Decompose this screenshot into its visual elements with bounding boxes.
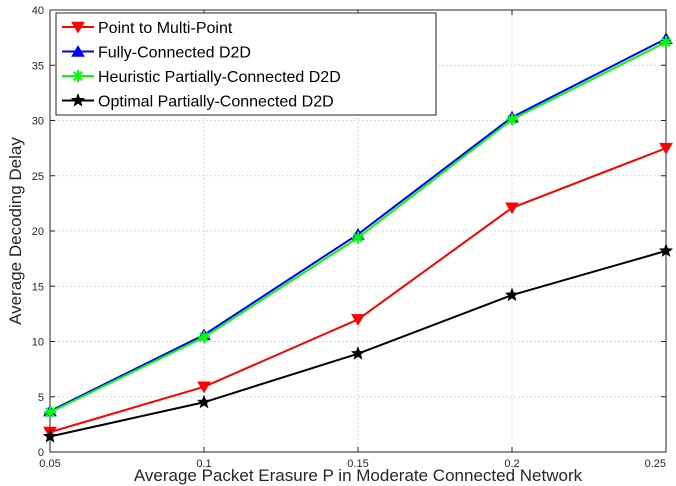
x-tick-label: 0.25 bbox=[645, 458, 666, 470]
series-3 bbox=[44, 36, 672, 419]
y-tick-label: 15 bbox=[32, 281, 44, 293]
legend-entry: Optimal Partially-Connected D2D bbox=[62, 92, 334, 111]
legend-marker bbox=[71, 45, 85, 57]
data-point bbox=[658, 243, 674, 258]
data-point bbox=[506, 113, 518, 126]
legend-marker bbox=[71, 21, 85, 34]
data-point bbox=[44, 406, 56, 419]
y-tick-label: 35 bbox=[32, 60, 44, 72]
legend-entry: Point to Multi-Point bbox=[62, 20, 233, 37]
legend-entry: Fully-Connected D2D bbox=[62, 45, 251, 62]
legend-label: Fully-Connected D2D bbox=[98, 45, 251, 62]
data-point bbox=[659, 142, 673, 155]
data-point bbox=[505, 202, 519, 215]
series-4 bbox=[42, 243, 674, 443]
legend-box bbox=[55, 12, 437, 116]
data-point bbox=[660, 36, 672, 49]
series-1 bbox=[43, 142, 673, 439]
y-tick-label: 30 bbox=[32, 116, 44, 128]
y-axis-label: Average Decoding Delay bbox=[6, 137, 25, 325]
series-layer bbox=[42, 32, 674, 443]
data-point bbox=[351, 314, 365, 326]
axis-ticks: 0 5 10 15 20 25 30 35 40 0.05 0.1 0.15 0.2 0.25 bbox=[32, 5, 667, 470]
y-tick-label: 5 bbox=[38, 392, 44, 404]
x-tick-label: 0.05 bbox=[39, 458, 60, 470]
legend-marker bbox=[72, 70, 84, 82]
legend-entry: Heuristic Partially-Connected D2D bbox=[62, 69, 341, 86]
legend-label: Heuristic Partially-Connected D2D bbox=[98, 69, 341, 86]
x-tick-label: 0.2 bbox=[504, 458, 519, 470]
data-point bbox=[42, 428, 58, 443]
legend: Point to Multi-Point Fully-Connected D2D H… bbox=[55, 12, 437, 116]
x-tick-label: 0.15 bbox=[347, 458, 368, 470]
y-tick-label: 20 bbox=[32, 226, 44, 238]
data-point bbox=[350, 346, 366, 360]
data-point bbox=[504, 287, 520, 302]
y-tick-label: 40 bbox=[32, 5, 44, 17]
data-point bbox=[198, 331, 210, 344]
data-point bbox=[352, 231, 364, 244]
y-tick-label: 0 bbox=[38, 447, 44, 459]
y-tick-label: 10 bbox=[32, 337, 44, 349]
x-axis-label: Average Packet Erasure P in Moderate Con… bbox=[134, 466, 583, 485]
y-tick-label: 25 bbox=[32, 171, 44, 183]
x-tick-label: 0.1 bbox=[196, 458, 211, 470]
data-point bbox=[196, 394, 212, 409]
legend-label: Optimal Partially-Connected D2D bbox=[98, 94, 334, 111]
legend-marker bbox=[70, 92, 86, 107]
legend-label: Point to Multi-Point bbox=[98, 20, 233, 37]
data-point bbox=[197, 381, 211, 394]
